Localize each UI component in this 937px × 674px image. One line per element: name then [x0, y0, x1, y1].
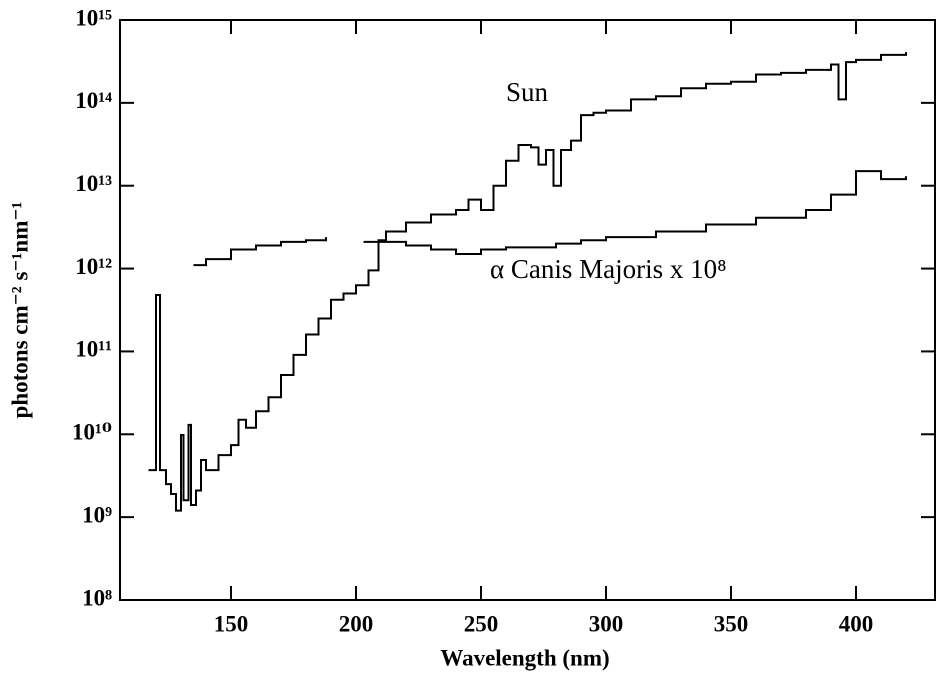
x-tick-label: 200 [339, 611, 374, 636]
y-tick-label: 10¹⁵ [75, 5, 112, 30]
y-tick-label: 10¹³ [75, 171, 112, 196]
y-tick-label: 10¹¹ [75, 337, 112, 362]
series-line [193, 170, 907, 267]
series-label: Sun [506, 77, 549, 107]
y-tick-label: 10⁸ [82, 585, 112, 610]
y-tick-label: 10¹² [75, 254, 112, 279]
x-tick-label: 300 [589, 611, 624, 636]
y-tick-label: 10¹⁴ [75, 88, 112, 113]
x-tick-label: 250 [464, 611, 499, 636]
x-axis-title: Wavelength (nm) [440, 645, 609, 670]
y-tick-label: 10¹⁰ [72, 420, 112, 445]
plot-frame [119, 19, 936, 601]
x-tick-label: 150 [214, 611, 249, 636]
x-tick-label: 400 [839, 611, 874, 636]
x-tick-label: 350 [714, 611, 749, 636]
y-tick-label: 10⁹ [82, 502, 112, 527]
series-label: α Canis Majoris x 10⁸ [490, 254, 727, 284]
y-axis-title: photons cm⁻² s⁻¹nm⁻¹ [7, 202, 32, 419]
series-line [148, 52, 907, 512]
